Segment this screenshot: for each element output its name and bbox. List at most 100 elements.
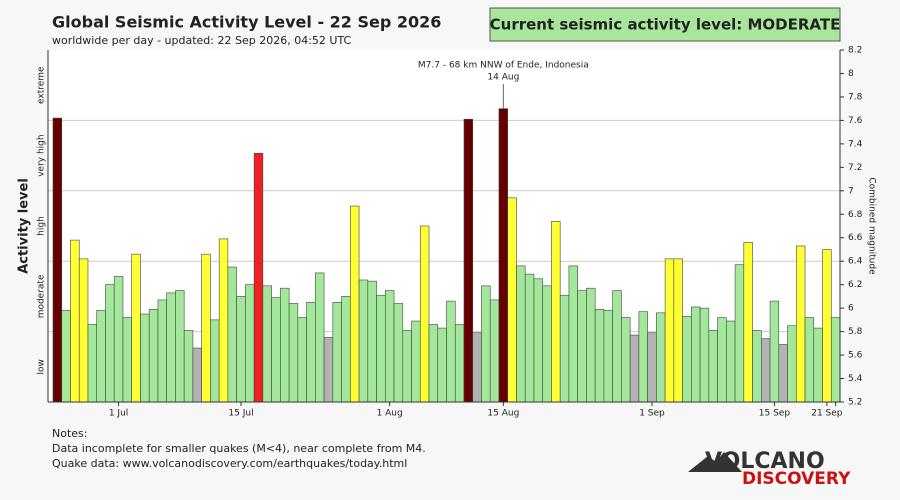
bar <box>568 265 578 403</box>
level-label: extreme <box>37 66 47 104</box>
y-tick-label: 7.4 <box>848 139 863 149</box>
bar <box>638 311 648 403</box>
bar <box>795 245 806 403</box>
bar <box>297 317 307 403</box>
x-tick-label: 1 Aug <box>377 409 403 419</box>
bar <box>227 266 237 403</box>
bar <box>175 290 185 403</box>
logo-bottom: DISCOVERY <box>742 469 851 489</box>
x-tick-label: 21 Sep <box>811 409 843 419</box>
bar <box>804 317 815 403</box>
bar <box>778 344 788 403</box>
bar <box>682 316 692 403</box>
bar <box>192 347 202 403</box>
bar <box>183 330 194 403</box>
bar <box>673 258 683 403</box>
bar <box>367 280 377 403</box>
bar <box>498 108 509 403</box>
bar <box>463 118 474 403</box>
bar <box>393 303 404 403</box>
chart-subtitle: worldwide per day - updated: 22 Sep 2026… <box>52 34 352 47</box>
bar <box>647 332 657 403</box>
level-label: high <box>37 216 47 236</box>
x-tick-label: 15 Sep <box>759 409 791 419</box>
level-label: moderate <box>37 274 47 318</box>
bar <box>113 276 124 403</box>
bar <box>288 303 299 403</box>
y-tick-label: 6.6 <box>848 233 863 243</box>
bar <box>577 290 587 403</box>
bar <box>664 258 675 403</box>
y-tick-label: 8.2 <box>848 46 862 56</box>
bar <box>428 324 439 403</box>
y-tick-label: 6 <box>848 304 854 314</box>
x-tick-label: 15 Aug <box>487 409 519 419</box>
annotation-text: M7.7 - 68 km NNW of Ende, Indonesia <box>418 61 589 71</box>
bar <box>236 296 246 403</box>
bar <box>411 320 421 403</box>
bar <box>726 320 736 403</box>
bar <box>752 330 762 403</box>
bar <box>306 301 316 403</box>
bar <box>157 299 167 403</box>
bar <box>253 152 264 403</box>
status-text: Current seismic activity level: MODERATE <box>490 16 841 34</box>
bar <box>743 242 753 403</box>
bar <box>559 294 570 403</box>
y2-axis-label: Combined magnitude <box>867 177 877 275</box>
y-tick-label: 7.2 <box>848 163 862 173</box>
bar <box>717 317 727 403</box>
bar <box>822 249 832 403</box>
bar <box>70 239 80 403</box>
y-tick-label: 5.4 <box>848 374 863 384</box>
bar <box>131 253 141 403</box>
logo-top: VOLCANO <box>705 449 825 474</box>
bar <box>122 317 133 403</box>
bar <box>551 221 561 403</box>
bar <box>787 325 797 403</box>
bar <box>760 338 771 403</box>
bar <box>446 300 456 403</box>
bar <box>245 284 255 403</box>
bar <box>218 238 229 403</box>
y-tick-label: 6.4 <box>848 257 863 267</box>
bar <box>262 285 272 403</box>
bar <box>271 297 281 403</box>
bar <box>813 327 823 403</box>
y-tick-label: 6.8 <box>848 210 863 220</box>
bar <box>472 332 482 403</box>
y-axis-label: Activity level <box>17 178 32 274</box>
bar <box>481 285 491 403</box>
logo-icon <box>688 452 742 472</box>
bar <box>384 290 395 403</box>
note: Data incomplete for smaller quakes (M<4)… <box>52 442 426 455</box>
bar <box>516 265 526 403</box>
bar <box>315 272 325 403</box>
bar <box>699 307 710 403</box>
level-label: low <box>37 359 47 374</box>
bar <box>507 197 517 403</box>
bar <box>769 300 780 403</box>
x-tick-label: 15 Jul <box>228 409 253 419</box>
bar <box>52 117 63 403</box>
bar <box>708 330 718 403</box>
bar <box>332 301 342 403</box>
bar <box>140 313 150 403</box>
x-tick-label: 1 Jul <box>109 409 128 419</box>
bar <box>323 337 334 403</box>
bar <box>78 258 89 403</box>
bar <box>603 310 613 403</box>
y-tick-label: 6.2 <box>848 280 862 290</box>
bar <box>524 273 535 403</box>
bar <box>87 324 98 403</box>
bar <box>105 284 115 403</box>
level-label: very high <box>37 134 47 176</box>
bar <box>96 310 106 403</box>
bar <box>210 319 220 403</box>
bar <box>489 299 500 403</box>
bar <box>621 317 631 403</box>
bar <box>350 205 360 403</box>
chart-title: Global Seismic Activity Level - 22 Sep 2… <box>52 13 441 32</box>
bar <box>594 309 605 403</box>
